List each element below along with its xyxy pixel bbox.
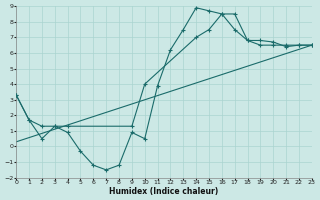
X-axis label: Humidex (Indice chaleur): Humidex (Indice chaleur) — [109, 187, 219, 196]
